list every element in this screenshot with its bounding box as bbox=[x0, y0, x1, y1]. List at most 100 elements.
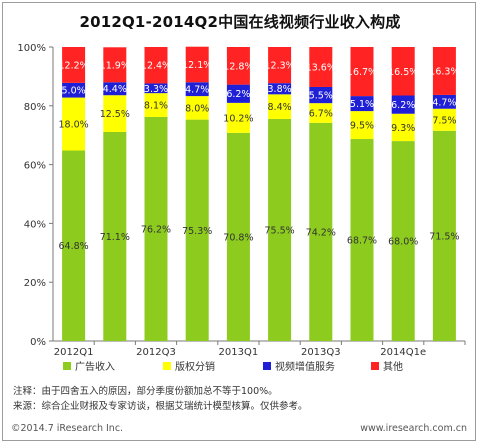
data-label: 4.7% bbox=[185, 85, 209, 96]
data-label: 13.6% bbox=[306, 62, 336, 73]
bar-segment bbox=[226, 84, 250, 103]
bar-segment bbox=[226, 47, 250, 85]
data-label: 4.7% bbox=[432, 97, 456, 108]
data-label: 5.5% bbox=[309, 91, 333, 102]
bar-segment bbox=[226, 132, 250, 341]
bar-segment bbox=[268, 83, 292, 95]
data-label: 6.2% bbox=[391, 100, 415, 111]
data-label: 7.5% bbox=[432, 115, 456, 126]
bar-segment bbox=[62, 82, 86, 98]
data-label: 16.5% bbox=[388, 67, 418, 78]
bar-segment bbox=[226, 102, 250, 133]
y-tick-label: 60% bbox=[24, 161, 46, 172]
data-label: 18.0% bbox=[59, 120, 89, 131]
data-label: 3.3% bbox=[144, 84, 168, 95]
bar-segment bbox=[144, 116, 168, 341]
bar-segment bbox=[350, 139, 374, 341]
y-tick-label: 100% bbox=[17, 43, 46, 54]
data-label: 64.8% bbox=[59, 241, 89, 252]
data-label: 8.1% bbox=[144, 101, 168, 112]
data-label: 4.4% bbox=[103, 84, 127, 95]
y-tick-label: 20% bbox=[24, 278, 46, 289]
bar-segment bbox=[309, 122, 333, 342]
footer: ©2014.7 iResearch Inc. www.iresearch.com… bbox=[3, 423, 477, 439]
data-label: 12.2% bbox=[59, 60, 89, 71]
data-label: 16.3% bbox=[429, 66, 459, 77]
x-tick-label: 2012Q1 bbox=[54, 347, 94, 358]
bar-segment bbox=[62, 47, 86, 83]
source-line: 来源：综合企业财报及专家访谈，根据艾瑞统计模型核算。仅供参考。 bbox=[13, 401, 308, 412]
bar-segment bbox=[144, 83, 168, 94]
data-label: 12.4% bbox=[141, 61, 171, 72]
data-label: 6.2% bbox=[226, 89, 250, 100]
bar-segment bbox=[268, 47, 292, 84]
bar-segment bbox=[103, 47, 127, 83]
data-label: 8.4% bbox=[268, 102, 292, 113]
bar-segment bbox=[185, 82, 209, 97]
bar-segment bbox=[185, 96, 209, 120]
notes: 注释：由于四舍五入的原因，部分季度份额加总不等于100%。 来源：综合企业财报及… bbox=[13, 384, 308, 414]
data-label: 16.7% bbox=[347, 67, 377, 78]
data-label: 12.1% bbox=[182, 60, 212, 71]
legend-label: 版权分销 bbox=[175, 360, 215, 373]
legend-swatch bbox=[163, 362, 171, 370]
data-label: 71.5% bbox=[429, 231, 459, 242]
site-url: www.iresearch.com.cn bbox=[360, 423, 467, 434]
data-label: 9.5% bbox=[350, 121, 374, 132]
legend-label: 其他 bbox=[383, 360, 403, 373]
data-label: 8.0% bbox=[185, 103, 209, 114]
bar-segment bbox=[350, 47, 374, 97]
data-label: 68.0% bbox=[388, 237, 418, 248]
x-tick-label: 2013Q3 bbox=[301, 347, 341, 358]
bar-segment bbox=[432, 108, 456, 131]
x-tick-label: 2014Q1e bbox=[380, 347, 426, 358]
bar-segment bbox=[432, 130, 456, 341]
x-tick-label: 2013Q1 bbox=[219, 347, 259, 358]
bar-segment bbox=[391, 47, 415, 96]
data-label: 76.2% bbox=[141, 224, 171, 235]
bar-segment bbox=[144, 93, 168, 117]
data-label: 9.3% bbox=[391, 123, 415, 134]
data-label: 70.8% bbox=[223, 232, 253, 243]
data-label: 68.7% bbox=[347, 236, 377, 247]
y-tick-label: 0% bbox=[30, 337, 46, 348]
bar-segment bbox=[350, 96, 374, 112]
x-tick-label: 2012Q3 bbox=[136, 347, 176, 358]
legend-label: 广告收入 bbox=[75, 360, 115, 373]
data-label: 12.3% bbox=[265, 61, 295, 72]
data-label: 6.7% bbox=[309, 109, 333, 120]
stacked-bar-chart: 0% 20% 40% 60% 80% 100% 64.8% 18.0% 5.0% 12.2% 201… bbox=[17, 43, 466, 373]
bar-segment bbox=[103, 95, 127, 132]
y-tick-label: 40% bbox=[24, 219, 46, 230]
data-label: 12.5% bbox=[100, 109, 130, 120]
bar-segment bbox=[62, 97, 86, 151]
bar-segment bbox=[391, 95, 415, 114]
bar-segment bbox=[103, 131, 127, 341]
data-label: 75.3% bbox=[182, 226, 212, 237]
bar-segment bbox=[432, 94, 456, 109]
legend-swatch bbox=[63, 362, 71, 370]
note-line: 注释：由于四舍五入的原因，部分季度份额加总不等于100%。 bbox=[13, 386, 278, 397]
copyright: ©2014.7 iResearch Inc. bbox=[11, 423, 124, 434]
bar-segment bbox=[350, 111, 374, 140]
data-label: 5.1% bbox=[350, 99, 374, 110]
bar-segment bbox=[62, 150, 86, 341]
legend-swatch bbox=[263, 362, 271, 370]
data-label: 11.9% bbox=[100, 60, 130, 71]
data-label: 12.8% bbox=[223, 61, 253, 72]
bar-segment bbox=[144, 47, 168, 84]
bar-segment bbox=[185, 46, 209, 83]
y-tick-label: 80% bbox=[24, 102, 46, 113]
data-label: 3.8% bbox=[268, 84, 292, 95]
bar-segment bbox=[185, 119, 209, 341]
legend-label: 视频增值服务 bbox=[275, 360, 335, 373]
bar-segment bbox=[309, 86, 333, 104]
bar-segment bbox=[432, 47, 456, 95]
bar-segment bbox=[309, 47, 333, 87]
data-label: 71.1% bbox=[100, 232, 130, 243]
data-label: 75.5% bbox=[265, 226, 295, 237]
bar-segment bbox=[268, 119, 292, 341]
data-label: 10.2% bbox=[223, 113, 253, 124]
bar-segment bbox=[103, 82, 127, 96]
bar-segment bbox=[309, 103, 333, 123]
